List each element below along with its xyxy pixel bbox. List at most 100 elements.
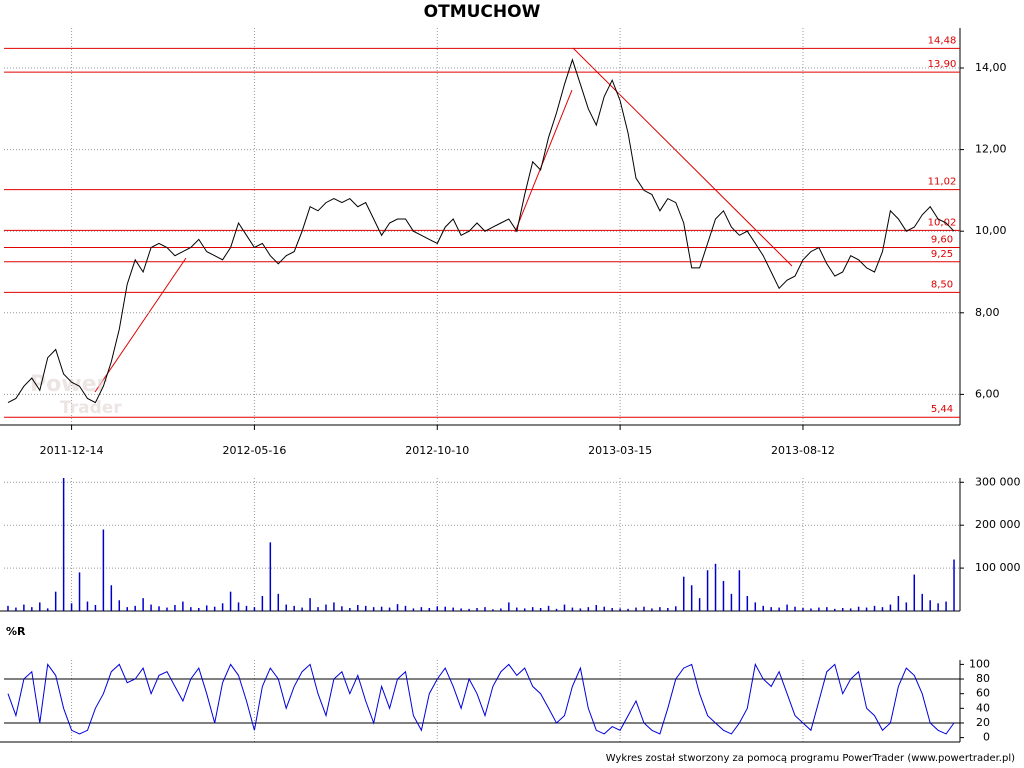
volume-bar	[484, 607, 486, 611]
volume-bar	[834, 608, 836, 611]
volume-bar	[277, 593, 280, 611]
volume-bar	[428, 607, 431, 611]
volume-bar	[158, 606, 160, 611]
volume-bar	[444, 606, 446, 611]
volume-bar	[325, 604, 327, 611]
volume-bar	[237, 602, 240, 611]
level-label: 5,44	[931, 404, 953, 415]
volume-bar	[349, 607, 351, 611]
level-label: 10,02	[928, 217, 957, 228]
volume-bar	[531, 607, 534, 611]
volume-bar	[213, 606, 216, 611]
volume-bar	[929, 600, 931, 611]
volume-bar	[126, 607, 128, 611]
volume-bar	[937, 603, 939, 611]
volume-bar	[452, 607, 454, 611]
level-label: 11,02	[928, 177, 957, 188]
volume-bar	[78, 572, 81, 611]
volume-bar	[770, 607, 772, 611]
volume-bar	[420, 607, 423, 611]
volume-bar	[690, 585, 693, 611]
volume-bar	[953, 559, 955, 611]
volume-bar	[142, 598, 144, 611]
volume-bar	[826, 607, 828, 611]
volume-bar	[571, 607, 574, 611]
volume-bar	[205, 605, 208, 611]
level-label: 14,48	[928, 35, 957, 46]
volume-bar	[357, 604, 359, 611]
volume-bar	[579, 608, 582, 611]
volume-bar	[364, 605, 367, 611]
volume-bar	[603, 606, 605, 611]
volume-bar	[15, 607, 17, 611]
volume-bar	[468, 608, 470, 611]
volume-bar	[261, 595, 264, 611]
x-tick-label: 2011-12-14	[40, 444, 104, 457]
volume-bar	[659, 607, 661, 611]
trend-line	[514, 89, 573, 233]
volume-bar	[810, 608, 812, 611]
volume-bar	[802, 607, 804, 611]
volume-bar	[841, 607, 844, 611]
volume-bar	[547, 605, 550, 611]
y-tick-label: 6,00	[975, 387, 1000, 400]
volume-bar	[508, 602, 510, 611]
volume-bar	[94, 604, 97, 611]
volume-bar	[46, 608, 49, 611]
series-line	[7, 662, 955, 735]
volume-bar	[865, 607, 868, 611]
volume-bar	[492, 609, 494, 611]
volume-bar	[675, 606, 677, 611]
volume-bar	[388, 607, 391, 611]
volume-bar	[913, 574, 916, 611]
volume-bar	[70, 603, 73, 611]
volume-bar	[786, 604, 788, 611]
volume-bar	[293, 605, 295, 611]
volume-bar	[333, 602, 335, 611]
volume-bar	[134, 605, 136, 611]
volume-bar	[595, 604, 598, 611]
volume-bar	[31, 607, 33, 611]
volume-bar	[476, 607, 478, 611]
volume-bar	[253, 607, 256, 611]
watermark: Trader	[60, 398, 122, 418]
volume-bar	[301, 607, 303, 611]
volume-bar	[229, 591, 232, 611]
volume-bar	[412, 608, 415, 611]
y-tick-label: 60	[976, 687, 990, 700]
volume-bar	[698, 598, 701, 611]
volume-bar	[762, 605, 764, 611]
y-tick-label: 10,00	[975, 224, 1007, 237]
volume-bar	[309, 598, 311, 611]
volume-bar	[436, 606, 439, 611]
volume-bar	[7, 605, 9, 611]
volume-bar	[897, 595, 900, 611]
volume-bar	[746, 595, 749, 611]
panel-title: %R	[6, 625, 26, 638]
volume-bar	[921, 593, 923, 611]
volume-bar	[372, 607, 375, 611]
y-tick-label: 14,00	[975, 61, 1007, 74]
volume-bar	[245, 605, 248, 611]
volume-bar	[86, 601, 89, 611]
volume-bar	[619, 608, 621, 611]
footer: Wykres został stworzony za pomocą progra…	[606, 753, 1015, 764]
volume-bar	[905, 602, 908, 611]
volume-bar	[730, 593, 733, 611]
volume-bar	[651, 608, 653, 611]
x-tick-label: 2012-05-16	[222, 444, 286, 457]
volume-bar	[794, 606, 796, 611]
volume-bar	[587, 607, 590, 611]
y-tick-label: 200 000	[975, 518, 1021, 531]
y-tick-label: 12,00	[975, 143, 1007, 156]
volume-bar	[539, 607, 542, 611]
volume-bar	[889, 604, 892, 611]
volume-bar	[102, 529, 105, 611]
y-tick-label: 0	[983, 731, 990, 744]
volume-bar	[643, 606, 645, 611]
volume-bar	[706, 570, 709, 611]
volume-bar	[460, 608, 462, 611]
volume-bar	[150, 604, 152, 611]
